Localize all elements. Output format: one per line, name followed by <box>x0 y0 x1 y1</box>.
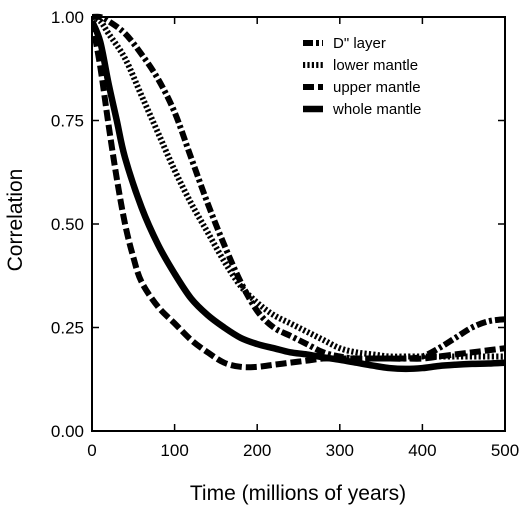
series-line-d-layer <box>92 13 505 362</box>
x-tick-label: 500 <box>491 441 519 460</box>
y-axis-label: Correlation <box>4 169 27 272</box>
y-tick-label: 0.25 <box>51 319 84 338</box>
y-tick-label: 1.00 <box>51 8 84 27</box>
legend: D" layer lower mantle upper mantle whole ma… <box>303 35 421 118</box>
y-tick-label: 0.75 <box>51 112 84 131</box>
x-tick-label: 200 <box>243 441 271 460</box>
x-tick-label: 300 <box>326 441 354 460</box>
series-line-whole-mantle <box>92 19 505 373</box>
plot-frame <box>91 16 506 432</box>
y-tick-label: 0.00 <box>51 422 84 441</box>
legend-label-lower-mantle: lower mantle <box>333 57 418 74</box>
x-axis: 0 100 200 300 400 500 <box>87 17 519 460</box>
y-axis: 0.00 0.25 0.50 0.75 1.00 <box>51 8 505 441</box>
series-line-lower-mantle <box>92 14 505 360</box>
x-tick-label: 400 <box>408 441 436 460</box>
series-layer <box>92 13 505 373</box>
x-tick-label: 100 <box>160 441 188 460</box>
legend-label-d-layer: D" layer <box>333 35 386 52</box>
x-axis-label: Time (millions of years) <box>190 482 406 505</box>
x-tick-label: 0 <box>87 441 96 460</box>
plot-border <box>91 16 506 432</box>
series-line-upper-mantle <box>92 20 505 371</box>
legend-label-upper-mantle: upper mantle <box>333 79 421 96</box>
legend-label-whole-mantle: whole mantle <box>332 101 421 118</box>
y-tick-label: 0.50 <box>51 215 84 234</box>
